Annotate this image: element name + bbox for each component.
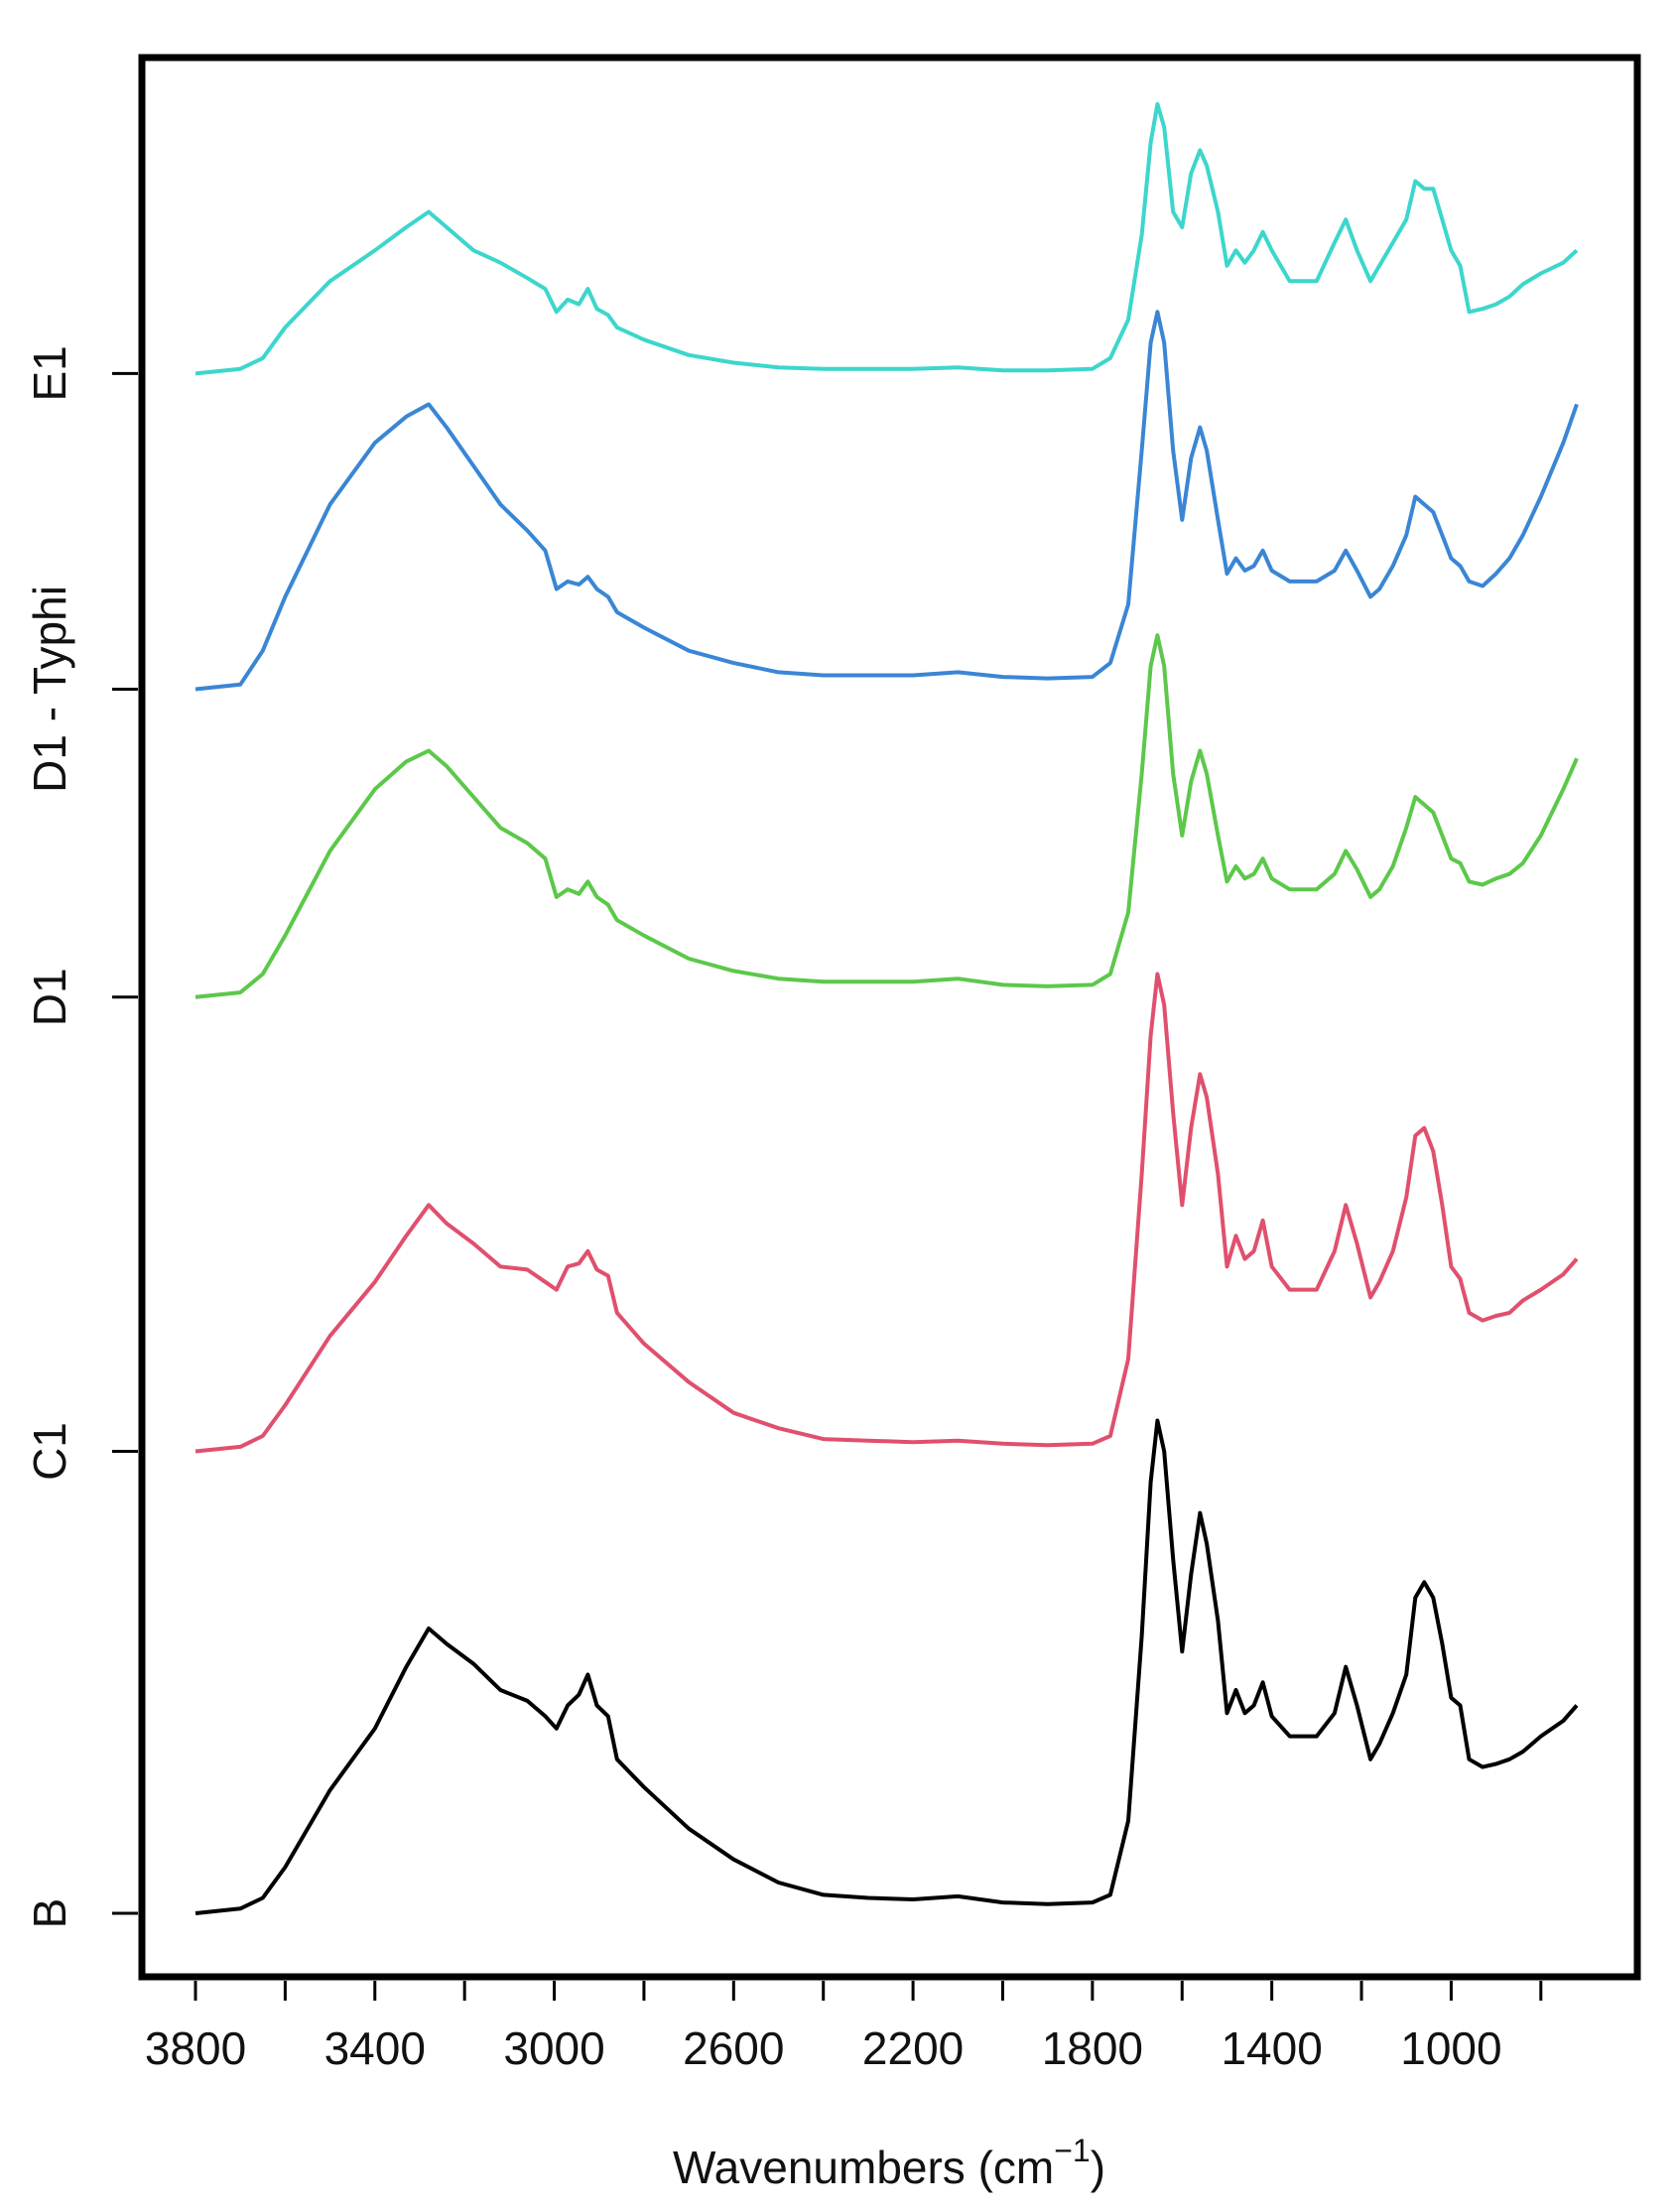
x-axis-title-main: Wavenumbers (cm bbox=[673, 2142, 1054, 2193]
x-tick-label: 1800 bbox=[1042, 2022, 1143, 2074]
x-tick-label: 2600 bbox=[683, 2022, 784, 2074]
y-tick-label: D1 - Typhi bbox=[24, 586, 75, 793]
x-axis-title: Wavenumbers (cm−1) bbox=[673, 2133, 1105, 2193]
x-tick-label: 3400 bbox=[324, 2022, 426, 2074]
series-line-c1 bbox=[194, 972, 1579, 1454]
y-tick-label: D1 bbox=[24, 968, 75, 1026]
x-tick-label: 1000 bbox=[1400, 2022, 1501, 2074]
x-axis: 3800 3400 3000 2600 2200 1800 1400 1000 bbox=[145, 1981, 1543, 2074]
series-line-b bbox=[194, 1418, 1579, 1915]
y-tick-label: C1 bbox=[24, 1422, 75, 1481]
series-line-e1 bbox=[194, 101, 1579, 376]
plot-frame bbox=[138, 54, 1641, 1981]
series-line-d1-typhi bbox=[194, 310, 1579, 692]
y-tick-label: E1 bbox=[24, 345, 75, 401]
x-tick-label: 3000 bbox=[503, 2022, 604, 2074]
x-tick-label: 2200 bbox=[862, 2022, 964, 2074]
x-axis-title-superscript: −1 bbox=[1054, 2133, 1090, 2168]
y-tick-label: B bbox=[24, 1898, 75, 1929]
x-axis-title-close: ) bbox=[1091, 2142, 1105, 2193]
y-axis: B C1 D1 D1 - Typhi E1 bbox=[24, 345, 138, 1928]
series-layer bbox=[194, 101, 1579, 1915]
series-line-d1 bbox=[194, 633, 1579, 999]
x-tick-label: 3800 bbox=[145, 2022, 246, 2074]
x-tick-label: 1400 bbox=[1221, 2022, 1322, 2074]
